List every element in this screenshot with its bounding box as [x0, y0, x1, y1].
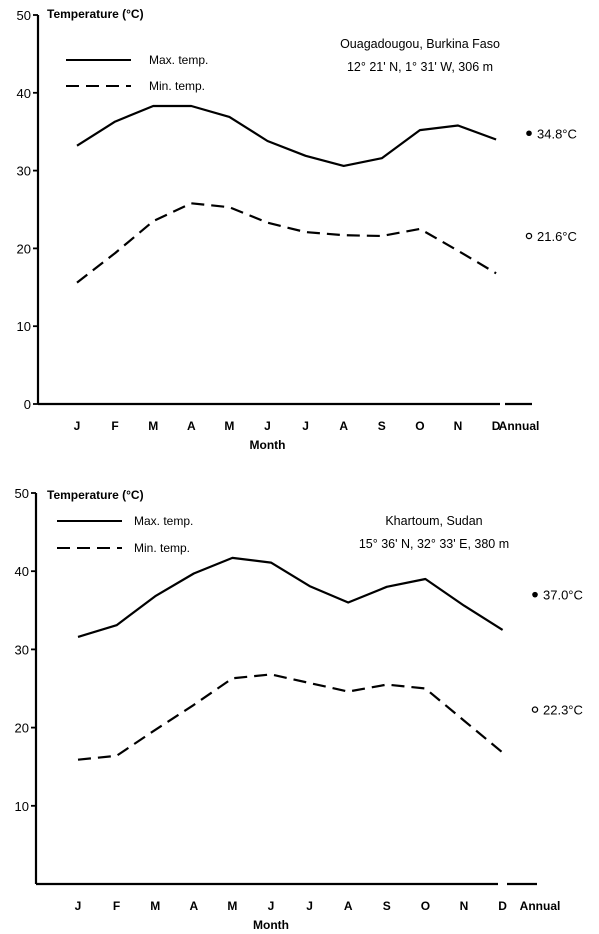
- series-line-min-temp: [76, 202, 497, 284]
- x-axis-title: Month: [253, 918, 289, 932]
- x-tick-label: D: [492, 419, 501, 433]
- x-tick-label: J: [74, 419, 81, 433]
- y-tick-label: 50: [15, 486, 29, 501]
- x-tick-label: J: [75, 899, 82, 913]
- chart-ouagadougou: 0 10 20 30 40 50 Temperature (°C) J F M A M J J A S O N DA…: [17, 7, 577, 452]
- x-tick-label: D: [498, 899, 507, 913]
- series-line-max-temp: [77, 556, 504, 638]
- annual-value-label-min: 21.6°C: [537, 229, 577, 244]
- x-tick-label: J: [264, 419, 271, 433]
- x-tick-label: M: [224, 419, 234, 433]
- x-tick-label: M: [150, 899, 160, 913]
- y-tick-label: 0: [24, 397, 31, 412]
- x-tick-label: M: [227, 899, 237, 913]
- series-line-max-temp: [76, 104, 497, 167]
- x-tick-label: J: [302, 419, 309, 433]
- x-tick-label: A: [187, 419, 196, 433]
- x-tick-label: N: [454, 419, 463, 433]
- y-tick-label: 30: [17, 164, 31, 179]
- x-axis-title: Month: [250, 438, 286, 452]
- annual-point-max: [526, 130, 532, 137]
- y-tick-label: 20: [15, 721, 29, 736]
- x-tick-label: J: [268, 899, 275, 913]
- legend-label-max: Max. temp.: [149, 53, 208, 67]
- y-axis-title: Temperature (°C): [47, 488, 144, 502]
- x-tick-label: A: [339, 419, 348, 433]
- annual-value-label-min: 22.3°C: [543, 703, 583, 718]
- x-tick-label: O: [415, 419, 424, 433]
- series-line-min-temp: [77, 673, 504, 761]
- annual-value-label-max: 34.8°C: [537, 126, 577, 141]
- station-coords: 12° 21' N, 1° 31' W, 306 m: [347, 60, 493, 74]
- y-tick-label: 20: [17, 241, 31, 256]
- y-tick-label: 50: [17, 8, 31, 23]
- x-tick-label: M: [148, 419, 158, 433]
- x-tick-label: J: [306, 899, 313, 913]
- chart-khartoum: 10 20 30 40 50 Temperature (°C) J F M A M J J A S O N D An…: [15, 486, 583, 932]
- y-tick-label: 10: [15, 799, 29, 814]
- annual-point-min: [531, 706, 539, 713]
- legend-label-min: Min. temp.: [134, 541, 190, 555]
- annual-point-max: [532, 591, 538, 598]
- x-tick-label: O: [421, 899, 430, 913]
- y-axis-title: Temperature (°C): [47, 7, 144, 21]
- legend-label-min: Min. temp.: [149, 79, 205, 93]
- y-tick-label: 40: [15, 564, 29, 579]
- annual-value-label-max: 37.0°C: [543, 588, 583, 603]
- legend-label-max: Max. temp.: [134, 514, 193, 528]
- x-tick-label: A: [189, 899, 198, 913]
- x-tick-label: F: [111, 419, 118, 433]
- station-name: Ouagadougou, Burkina Faso: [340, 37, 500, 51]
- annual-point-min: [525, 232, 533, 240]
- y-tick-label: 10: [17, 319, 31, 334]
- x-tick-label: F: [113, 899, 120, 913]
- x-tick-label: S: [378, 419, 386, 433]
- station-name: Khartoum, Sudan: [385, 514, 482, 528]
- y-tick-label: 40: [17, 86, 31, 101]
- x-tick-label: N: [460, 899, 469, 913]
- y-tick-label: 30: [15, 642, 29, 657]
- station-coords: 15° 36' N, 32° 33' E, 380 m: [359, 537, 509, 551]
- x-tick-label: S: [383, 899, 391, 913]
- x-tick-label: A: [344, 899, 353, 913]
- x-tick-label-annual: Annual: [520, 899, 561, 913]
- x-tick-label-annual: Annual: [499, 419, 540, 433]
